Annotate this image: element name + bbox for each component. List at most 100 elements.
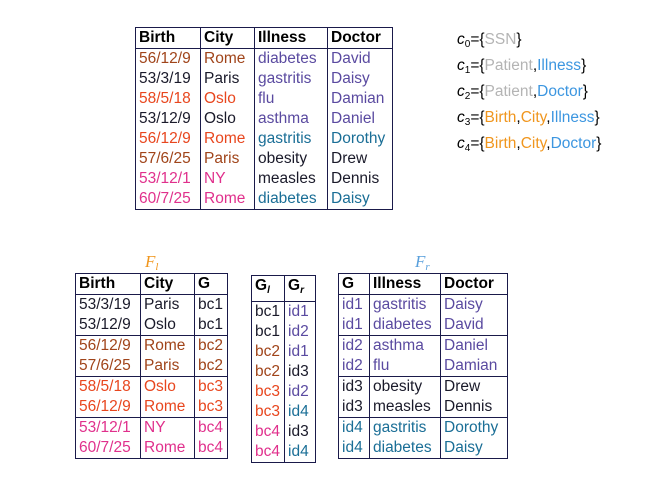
birth-cell: 56/12/9 [139,130,191,147]
table-row: 57/6/25 Paris bc2 [76,356,228,377]
group-cell: id4 [338,417,370,438]
fl-title: Fl [145,252,158,273]
gr-cell: id1 [284,301,316,322]
illness-cell: obesity [369,376,441,397]
constraint-var-main: c [457,31,465,48]
city-cell: Rome [200,189,255,210]
table-row: id4 gastritis Dorothy [338,417,508,438]
constraint-attribute: Birth [484,109,517,126]
table-row: bc4 id3 [252,422,316,442]
city-cell: NY [200,169,255,189]
fr-title-main: F [415,252,426,271]
birth-cell: 53/12/9 [79,316,131,333]
illness-cell: diabetes [369,438,441,459]
city-cell: Paris [200,149,255,169]
table-row: id1 gastritis Daisy [339,294,508,315]
column-header: Illness [254,27,328,49]
birth-cell: 53/12/9 [139,110,191,127]
birth-cell: 53/3/19 [79,296,131,313]
table-row: bc4 id4 [252,442,316,463]
doctor-cell: Daniel [440,335,508,356]
column-header: G [194,273,228,295]
fl-title-sub: l [155,261,159,273]
group-cell: bc1 [194,315,228,336]
constraint-var-main: c [457,109,465,126]
table-row: 56/12/9 Rome diabetes David [136,48,393,69]
patient-table: Birth City Illness Doctor 56/12/9 Rome dia… [135,27,393,210]
illness-cell: gastritis [254,129,328,149]
constraint-var: c3 [457,109,470,128]
table-row: bc3 id2 [252,382,316,402]
table-row: 53/3/19 Paris bc1 [76,294,228,315]
table-row: id1 diabetes David [339,315,508,336]
group-cell: bc4 [194,438,228,459]
birth-cell: 56/12/9 [139,50,191,67]
constraint-var-main: c [457,57,465,74]
column-header: Illness [369,273,441,295]
gr-header-main: G [288,277,301,294]
city-cell: Rome [200,129,255,149]
group-cell: bc2 [194,356,228,377]
constraint-attribute: Patient [484,57,533,74]
doctor-cell: Daisy [440,294,508,315]
group-cell: bc1 [194,294,228,315]
gl-cell: bc2 [255,363,280,380]
doctor-cell: David [327,48,393,69]
fr-title-sub: r [425,261,430,273]
group-cell: id2 [342,357,363,374]
constraint-var: c1 [457,57,470,76]
table-row: 58/5/18 Oslo bc3 [75,376,228,397]
constraint-attribute: SSN [484,31,517,48]
illness-cell: diabetes [254,48,328,69]
group-cell: id1 [342,316,363,333]
illness-cell: flu [369,356,441,377]
table-header-row: Birth City Illness Doctor [135,27,393,49]
gr-cell: id4 [284,442,316,463]
table-row: 53/12/9 Oslo asthma Daniel [136,109,393,129]
table-row: 53/3/19 Paris gastritis Daisy [136,69,393,89]
constraint-line: c4={Birth,City,Doctor} [457,135,602,154]
column-header: G [342,275,355,292]
group-cell: id2 [338,335,370,356]
city-cell: Oslo [200,109,255,129]
gr-cell: id4 [284,402,316,422]
city-cell: NY [140,417,195,438]
table-row: id4 diabetes Daisy [339,438,508,459]
constraint-var-sub: 2 [464,91,471,102]
table-row: 53/12/9 Oslo bc1 [76,315,228,336]
illness-cell: measles [254,169,328,189]
birth-cell: 60/7/25 [79,439,131,456]
doctor-cell: Daisy [327,189,393,210]
group-cell: id4 [342,439,363,456]
table-header-row: Birth City G [75,273,228,295]
group-cell: bc3 [194,376,228,397]
constraint-var: c2 [457,83,471,102]
constraint-var: c0 [457,31,470,50]
gl-cell: bc2 [255,343,280,360]
column-header: City [200,27,255,49]
table-header-row: Gl Gr [251,275,316,302]
group-cell: bc2 [194,335,228,356]
column-header: Doctor [440,273,508,295]
birth-cell: 53/12/1 [139,170,191,187]
city-cell: Rome [140,397,195,418]
city-cell: Oslo [140,315,195,336]
table-row: 53/12/1 NY bc4 [75,417,228,438]
constraint-attribute: Patient [484,83,533,100]
gl-cell: bc4 [255,423,280,440]
doctor-cell: Damian [440,356,508,377]
constraint-var-main: c [457,83,465,100]
constraint-attribute: Illness [537,57,582,74]
column-header: Birth [139,29,176,46]
column-header: Gl [252,276,285,302]
gl-header-sub: l [267,285,270,296]
illness-cell: diabetes [369,315,441,336]
table-row: id2 flu Damian [339,356,508,377]
constraint-line: c2={Patient,Doctor} [457,83,588,102]
illness-cell: gastritis [369,417,441,438]
birth-cell: 53/3/19 [139,70,191,87]
table-row: bc3 id4 [252,402,316,422]
gl-cell: bc3 [255,383,280,400]
table-row: 56/12/9 Rome gastritis Dorothy [136,129,393,149]
table-row: id2 asthma Daniel [338,335,508,356]
